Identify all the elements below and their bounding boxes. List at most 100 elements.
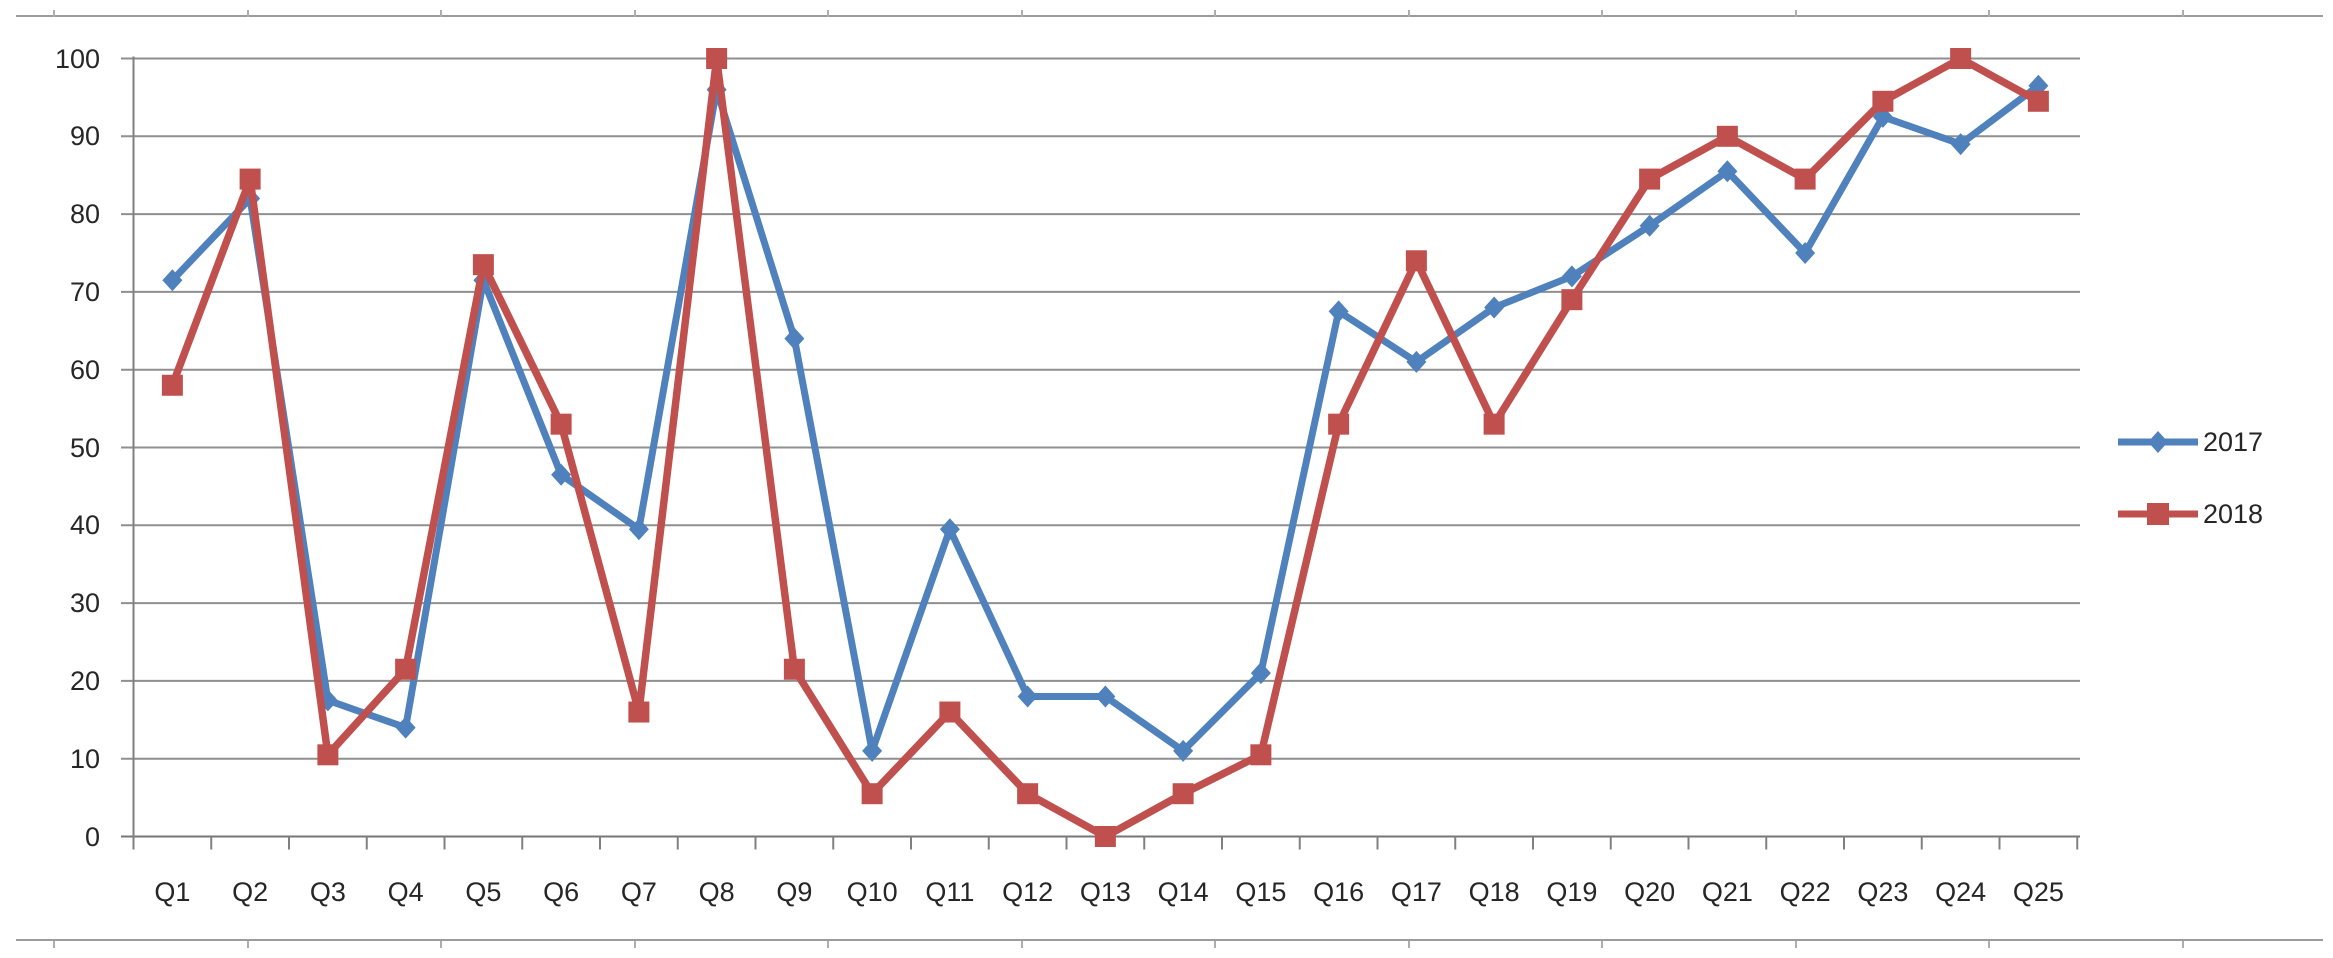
sheet-column-tick bbox=[1214, 941, 1216, 948]
data-point-2017-Q7 bbox=[628, 518, 649, 541]
x-axis-category-label: Q20 bbox=[1624, 877, 1676, 907]
data-point-2018-Q18 bbox=[1483, 413, 1505, 435]
data-point-2018-Q10 bbox=[861, 783, 883, 805]
data-point-2018-Q6 bbox=[550, 413, 572, 435]
data-point-2017-Q22 bbox=[1795, 242, 1816, 264]
sheet-column-tick bbox=[1020, 941, 1023, 948]
data-point-2017-Q6 bbox=[551, 463, 572, 486]
sheet-column-tick bbox=[53, 10, 55, 17]
x-axis-category-label: Q12 bbox=[1002, 877, 1054, 907]
data-point-2018-Q8 bbox=[706, 48, 728, 69]
data-point-2018-Q1 bbox=[161, 374, 183, 396]
x-axis-category-label: Q8 bbox=[698, 877, 735, 907]
data-point-2017-Q18 bbox=[1484, 296, 1505, 319]
sheet-column-tick bbox=[1407, 10, 1410, 17]
legend-entry-2017: 2017 bbox=[2116, 426, 2263, 458]
data-point-2017-Q17 bbox=[1406, 350, 1427, 373]
x-axis-category-label: Q18 bbox=[1468, 877, 1520, 907]
data-point-2018-Q5 bbox=[472, 254, 494, 276]
sheet-column-tick bbox=[827, 10, 829, 17]
x-axis-ticks bbox=[132, 836, 2079, 850]
x-axis-category-label: Q25 bbox=[2012, 877, 2064, 907]
y-axis-tick-label: 60 bbox=[69, 354, 100, 385]
data-point-2018-Q19 bbox=[1561, 289, 1583, 311]
x-axis-category-label: Q11 bbox=[925, 877, 975, 907]
x-axis-category-label: Q2 bbox=[232, 877, 269, 907]
data-point-2018-Q17 bbox=[1405, 250, 1427, 272]
data-point-2018-Q14 bbox=[1172, 783, 1194, 805]
data-point-2018-Q12 bbox=[1017, 783, 1039, 805]
data-point-2018-Q15 bbox=[1250, 744, 1272, 766]
data-point-2017-Q16 bbox=[1328, 300, 1349, 323]
x-axis-category-label: Q15 bbox=[1235, 877, 1287, 907]
x-axis-category-label: Q14 bbox=[1157, 877, 1209, 907]
sheet-column-tick bbox=[1988, 10, 1990, 17]
data-point-2017-Q20 bbox=[1639, 214, 1660, 237]
data-point-2018-Q25 bbox=[2027, 90, 2049, 112]
y-axis-tick-label: 70 bbox=[69, 276, 100, 307]
sheet-column-tick bbox=[2181, 941, 2184, 948]
x-axis-category-label: Q24 bbox=[1935, 877, 1987, 907]
sheet-row-border-top bbox=[16, 15, 2323, 17]
data-point-2017-Q1 bbox=[162, 269, 183, 292]
x-axis-category-label: Q21 bbox=[1701, 877, 1753, 907]
x-axis-category-label: Q16 bbox=[1313, 877, 1365, 907]
data-point-2018-Q3 bbox=[317, 744, 339, 766]
data-point-2017-Q19 bbox=[1561, 265, 1582, 288]
legend-label: 2018 bbox=[2203, 498, 2264, 529]
data-point-2017-Q15 bbox=[1250, 662, 1271, 685]
data-point-2018-Q4 bbox=[395, 658, 417, 680]
sheet-column-tick bbox=[53, 941, 55, 948]
data-point-2018-Q2 bbox=[239, 168, 261, 190]
sheet-column-tick bbox=[246, 10, 249, 17]
data-point-2017-Q10 bbox=[862, 739, 883, 762]
x-axis-category-label: Q4 bbox=[387, 877, 424, 907]
series-2017 bbox=[162, 74, 2049, 762]
sheet-column-tick bbox=[1020, 10, 1023, 17]
y-axis-tick-label: 80 bbox=[69, 199, 100, 230]
y-axis-tick-label: 10 bbox=[69, 743, 100, 774]
sheet-column-tick bbox=[1794, 941, 1797, 948]
data-point-2017-Q4 bbox=[395, 716, 416, 739]
gridlines bbox=[121, 57, 2080, 838]
data-point-2018-Q7 bbox=[628, 701, 650, 723]
data-point-2018-Q16 bbox=[1328, 413, 1350, 435]
data-point-2017-Q14 bbox=[1173, 739, 1194, 762]
sheet-column-tick bbox=[1407, 941, 1410, 948]
sheet-column-tick bbox=[440, 941, 442, 948]
x-axis-category-label: Q9 bbox=[776, 877, 813, 907]
data-point-2018-Q9 bbox=[783, 658, 805, 680]
y-axis-tick-label: 20 bbox=[69, 665, 100, 696]
data-point-2017-Q12 bbox=[1017, 685, 1038, 708]
y-axis-tick-label: 0 bbox=[84, 821, 100, 852]
data-point-2017-Q11 bbox=[939, 518, 960, 541]
sheet-column-tick bbox=[1794, 10, 1797, 17]
x-axis-category-label: Q1 bbox=[154, 877, 191, 907]
data-point-2018-Q23 bbox=[1872, 90, 1894, 112]
x-axis-category-label: Q17 bbox=[1390, 877, 1442, 907]
data-point-2018-Q13 bbox=[1094, 826, 1116, 847]
sheet-column-tick bbox=[1988, 941, 1990, 948]
sheet-row-border-bottom bbox=[16, 939, 2323, 941]
sheet-column-tick bbox=[2181, 10, 2184, 17]
sheet-column-tick bbox=[1214, 10, 1216, 17]
x-axis-category-label: Q19 bbox=[1546, 877, 1598, 907]
sheet-column-tick bbox=[827, 941, 829, 948]
data-point-2018-Q24 bbox=[1950, 48, 1972, 69]
x-axis-category-label: Q22 bbox=[1779, 877, 1831, 907]
sheet-column-tick bbox=[1601, 10, 1603, 17]
legend-marker-diamond-icon bbox=[2118, 431, 2198, 453]
series-2018 bbox=[161, 48, 2049, 847]
x-axis-category-label: Q6 bbox=[543, 877, 580, 907]
y-axis-tick-label: 100 bbox=[54, 43, 100, 74]
sheet-column-tick bbox=[633, 941, 636, 948]
sheet-column-tick bbox=[1601, 941, 1603, 948]
data-point-2017-Q24 bbox=[1950, 133, 1971, 156]
x-axis-category-label: Q13 bbox=[1079, 877, 1131, 907]
data-point-2018-Q11 bbox=[939, 701, 961, 723]
data-point-2018-Q20 bbox=[1639, 168, 1661, 190]
y-axis-tick-label: 50 bbox=[69, 432, 100, 463]
data-point-2017-Q9 bbox=[784, 327, 805, 350]
x-axis-category-label: Q7 bbox=[620, 877, 657, 907]
